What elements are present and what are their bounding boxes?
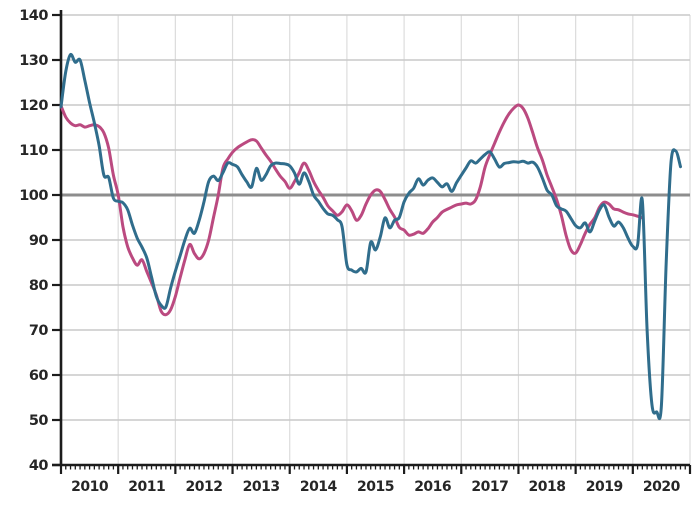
x-tick-label: 2017 — [471, 479, 508, 495]
y-tick-label: 70 — [29, 323, 49, 339]
x-tick-label: 2011 — [128, 479, 165, 495]
x-tick-label: 2012 — [185, 479, 222, 495]
x-tick-label: 2013 — [243, 479, 280, 495]
series-teal-line — [59, 52, 682, 421]
y-tick-label: 50 — [29, 413, 49, 429]
series-pink-line — [59, 103, 644, 317]
y-tick-label: 110 — [19, 143, 48, 159]
y-tick-label: 60 — [29, 368, 49, 384]
x-tick-label: 2018 — [529, 479, 566, 495]
x-tick-label: 2019 — [586, 479, 623, 495]
y-tick-label: 120 — [19, 98, 48, 114]
y-tick-label: 40 — [29, 458, 49, 474]
x-tick-label: 2020 — [643, 479, 681, 495]
y-tick-label: 80 — [29, 278, 49, 294]
x-tick-label: 2014 — [300, 479, 338, 495]
y-tick-label: 140 — [19, 8, 48, 24]
x-tick-label: 2016 — [414, 479, 451, 495]
y-tick-label: 100 — [19, 188, 48, 204]
x-tick-label: 2015 — [357, 479, 394, 495]
x-tick-label: 2010 — [71, 479, 109, 495]
y-tick-label: 130 — [19, 53, 48, 69]
y-tick-label: 90 — [29, 233, 49, 249]
